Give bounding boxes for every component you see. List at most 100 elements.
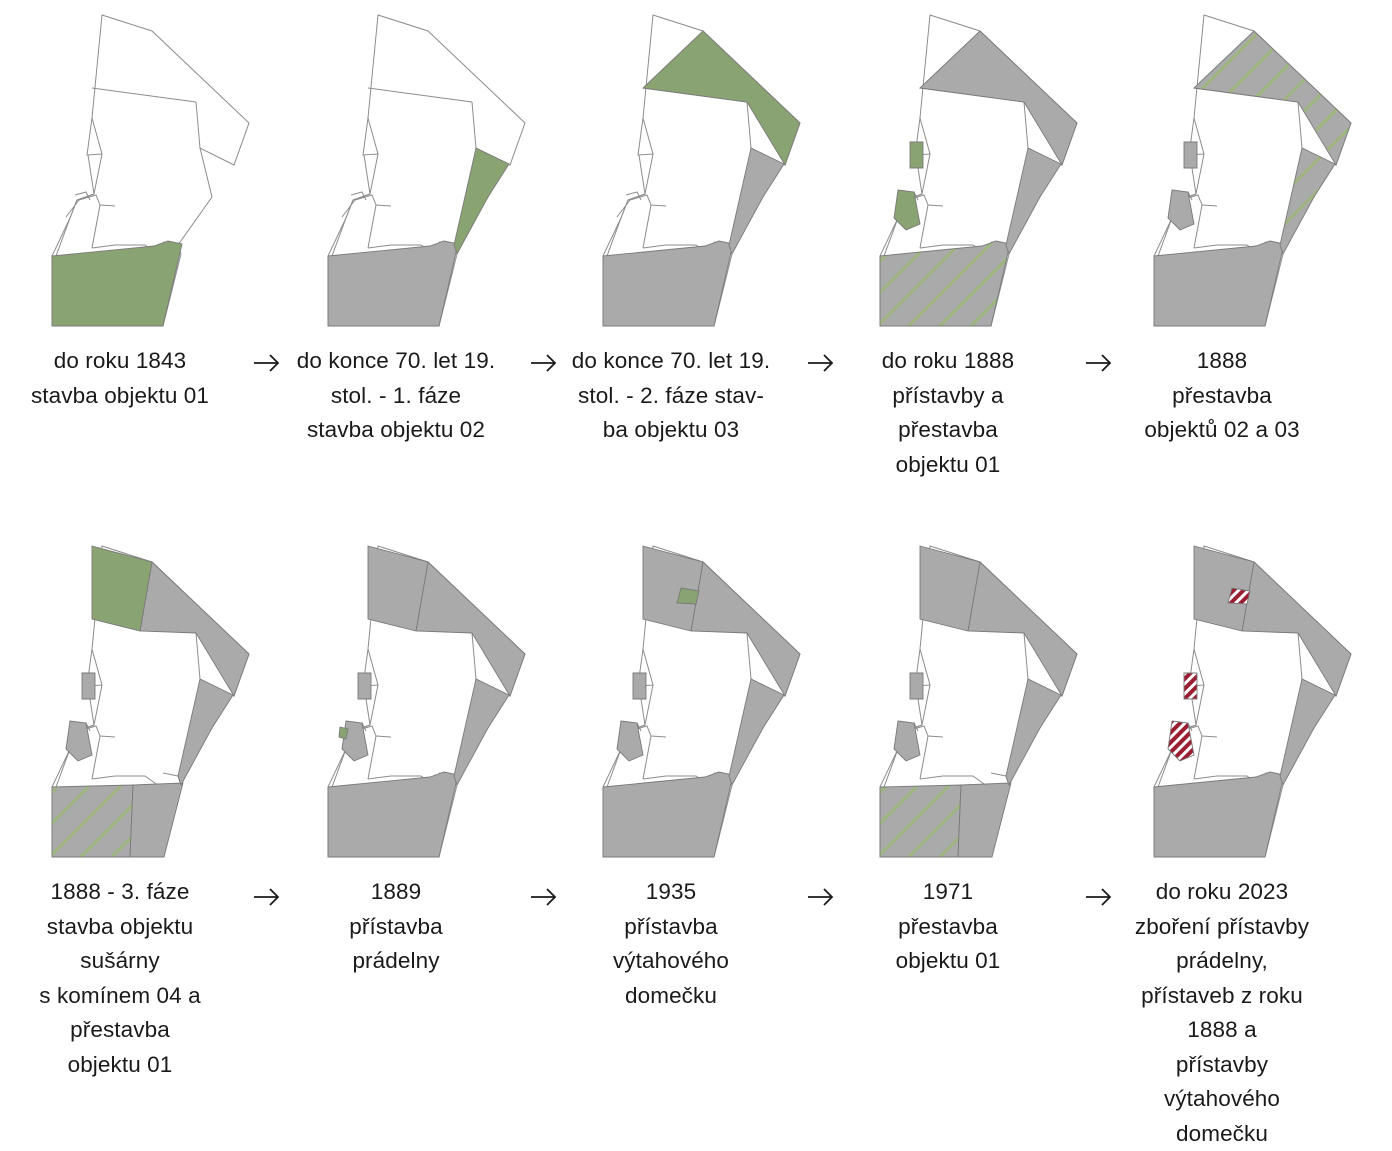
plan-line — [1193, 648, 1205, 686]
plan-line — [1201, 735, 1218, 738]
plan-panel-s8 — [551, 531, 831, 871]
building-obj01s-rebuilt — [879, 784, 962, 858]
plan-panel-s4 — [828, 0, 1108, 340]
site-plan-s10 — [1153, 545, 1352, 858]
plan-line — [375, 735, 392, 738]
site-plan-s6 — [51, 545, 250, 858]
site-plan-s8 — [602, 545, 801, 858]
plan-line — [1297, 101, 1303, 149]
plan-line — [650, 735, 667, 738]
plan-line — [642, 117, 654, 155]
building-obj04-existing — [367, 545, 429, 632]
site-plan-s3 — [602, 14, 801, 327]
right-arrow-icon — [1084, 886, 1114, 908]
building-obj04-existing — [1193, 545, 1255, 632]
building-small1-existing — [81, 672, 96, 700]
site-plan-s7 — [327, 545, 526, 858]
plan-line — [195, 632, 201, 680]
building-obj01-existing — [327, 240, 459, 327]
plan-line — [1201, 204, 1218, 207]
right-arrow-icon — [1084, 352, 1114, 374]
plan-line — [367, 87, 473, 103]
stage-caption: do roku 2023 zboření přístavby prádelny,… — [1134, 879, 1310, 1146]
building-small1-new — [909, 141, 924, 169]
plan-line — [1297, 632, 1303, 680]
building-obj02-existing — [1279, 678, 1336, 787]
building-obj04-new — [91, 545, 153, 632]
building-small2-existing — [893, 720, 921, 762]
plan-line — [919, 117, 931, 155]
building-obj01-existing — [1153, 240, 1285, 327]
building-obj01e-existing — [957, 782, 1012, 858]
plan-line — [919, 648, 931, 686]
plan-panel-s3 — [551, 0, 831, 340]
right-arrow-icon — [806, 352, 836, 374]
plan-line — [919, 775, 985, 785]
building-small1-demolished — [1183, 672, 1198, 700]
plan-line — [927, 204, 944, 207]
plan-line — [195, 101, 201, 149]
right-arrow-icon — [252, 352, 282, 374]
building-small1-existing — [909, 672, 924, 700]
stage-caption: do roku 1888 přístavby a přestavba objek… — [881, 348, 1015, 477]
building-small2-demolished — [1167, 720, 1195, 762]
plan-line — [746, 632, 752, 680]
plan-line — [341, 194, 377, 249]
plan-line — [350, 191, 367, 201]
building-obj01s-rebuilt — [51, 784, 134, 858]
plan-line — [1023, 632, 1029, 680]
plan-line — [642, 648, 654, 686]
plan-line — [990, 772, 1007, 777]
plan-line — [367, 648, 379, 686]
building-small2-new — [893, 189, 921, 231]
plan-panel-s10 — [1102, 531, 1382, 871]
plan-line — [367, 117, 379, 155]
building-small2-existing — [341, 720, 369, 762]
site-plan-s5 — [1153, 14, 1352, 327]
plan-line — [746, 101, 752, 149]
stage-caption: 1971 přestavba objektu 01 — [895, 879, 1001, 973]
building-obj02-existing — [453, 678, 510, 787]
building-small2-existing — [1167, 189, 1195, 231]
building-obj02-new — [453, 147, 510, 256]
stage-caption: 1935 přístavba výtahového domečku — [612, 879, 730, 1008]
building-obj01-existing — [1153, 771, 1285, 858]
plan-line — [927, 735, 944, 738]
plan-line — [471, 632, 477, 680]
plan-line — [375, 204, 392, 207]
building-obj02-existing — [728, 678, 785, 787]
building-vytah-demolished — [1227, 587, 1251, 605]
site-plan-s9 — [879, 545, 1078, 858]
building-obj02-existing — [1005, 678, 1062, 787]
plan-line — [91, 775, 157, 785]
right-arrow-icon — [252, 886, 282, 908]
building-obj04-existing — [919, 545, 981, 632]
plan-line — [99, 204, 116, 207]
plan-line — [1193, 117, 1205, 155]
plan-line — [616, 194, 652, 249]
plan-line — [65, 194, 101, 249]
building-obj01-existing — [602, 240, 734, 327]
building-small1-existing — [632, 672, 647, 700]
site-plan-s1 — [51, 14, 250, 327]
building-small2-existing — [65, 720, 93, 762]
right-arrow-icon — [529, 352, 559, 374]
plan-line — [91, 87, 197, 103]
building-obj03-existing — [919, 30, 1078, 167]
building-obj01-new — [51, 240, 183, 327]
stage-caption: do konce 70. let 19. stol. - 1. fáze sta… — [296, 348, 496, 442]
stage-caption: 1889 přístavba prádelny — [349, 879, 443, 973]
building-small2-existing — [616, 720, 644, 762]
right-arrow-icon — [529, 886, 559, 908]
plan-line — [55, 154, 95, 257]
building-obj02-existing — [728, 147, 785, 256]
building-obj03-rebuilt — [1193, 30, 1352, 167]
building-small1-existing — [357, 672, 372, 700]
plan-line — [74, 191, 91, 201]
building-obj03-new — [642, 30, 801, 167]
plan-line — [1023, 101, 1029, 149]
building-obj02-existing — [177, 678, 234, 787]
building-vytah-new — [676, 587, 700, 605]
building-obj01-rebuilt — [879, 240, 1011, 327]
stage-caption: do roku 1843 stavba objektu 01 — [30, 348, 210, 408]
